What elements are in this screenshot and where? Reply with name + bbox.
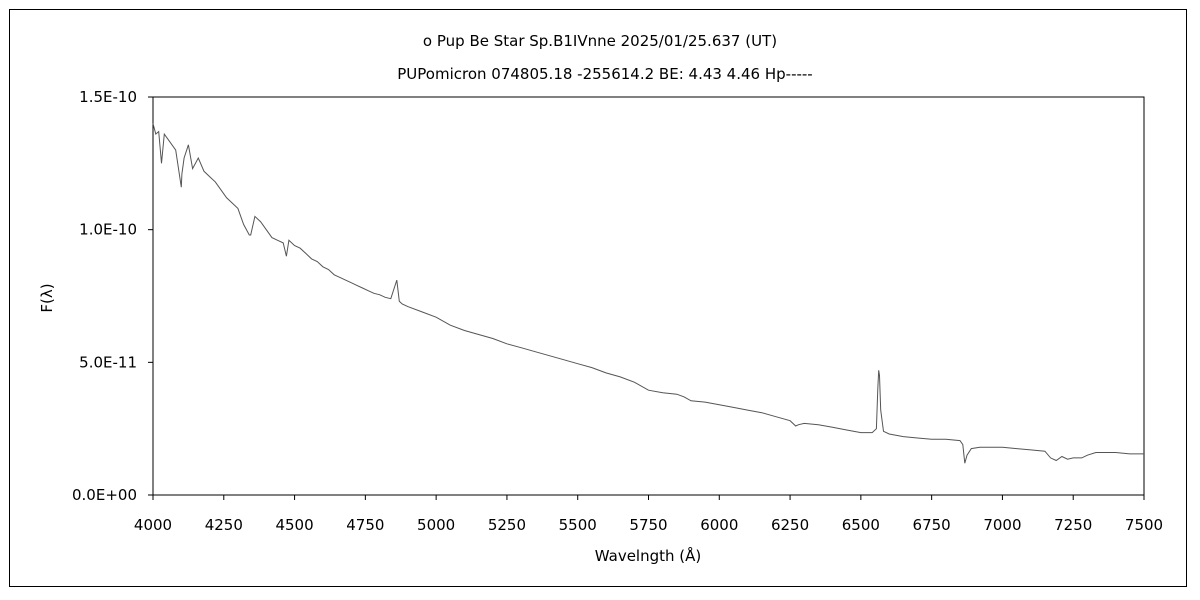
x-tick-label: 5000 (417, 516, 455, 534)
x-tick-label: 5750 (629, 516, 667, 534)
x-axis-label: Wavelngth (Å) (595, 546, 702, 565)
x-tick-label: 4000 (134, 516, 172, 534)
y-tick-label: 1.0E-10 (79, 221, 137, 239)
x-tick-label: 6750 (913, 516, 951, 534)
x-tick-label: 5250 (488, 516, 526, 534)
y-tick-label: 1.5E-10 (79, 88, 137, 106)
x-tick-label: 6250 (771, 516, 809, 534)
plot-area (152, 96, 1145, 496)
x-tick-label: 7500 (1125, 516, 1163, 534)
chart-title: ο Pup Be Star Sp.B1IVnne 2025/01/25.637 … (423, 32, 777, 50)
y-axis-label: F(λ) (38, 283, 56, 312)
y-axis-ticks: 0.0E+00 5.0E-11 1.0E-10 1.5E-10 (72, 88, 153, 504)
x-tick-label: 7000 (983, 516, 1021, 534)
x-tick-label: 4750 (346, 516, 384, 534)
y-tick-label: 0.0E+00 (72, 486, 137, 504)
spectrum-series-line (152, 123, 1144, 464)
x-tick-label: 5500 (559, 516, 597, 534)
x-tick-label: 4500 (275, 516, 313, 534)
chart-frame (9, 9, 1187, 587)
x-axis-ticks: 4000 4250 4500 4750 5000 5250 5500 5750 6000 6250… (134, 495, 1163, 534)
chart-subtitle: PUPomicron 074805.18 -255614.2 BE: 4.43 … (397, 65, 812, 83)
x-tick-label: 4250 (205, 516, 243, 534)
x-tick-label: 6500 (842, 516, 880, 534)
y-tick-label: 5.0E-11 (79, 353, 137, 371)
x-tick-label: 6000 (700, 516, 738, 534)
x-tick-label: 7250 (1054, 516, 1092, 534)
